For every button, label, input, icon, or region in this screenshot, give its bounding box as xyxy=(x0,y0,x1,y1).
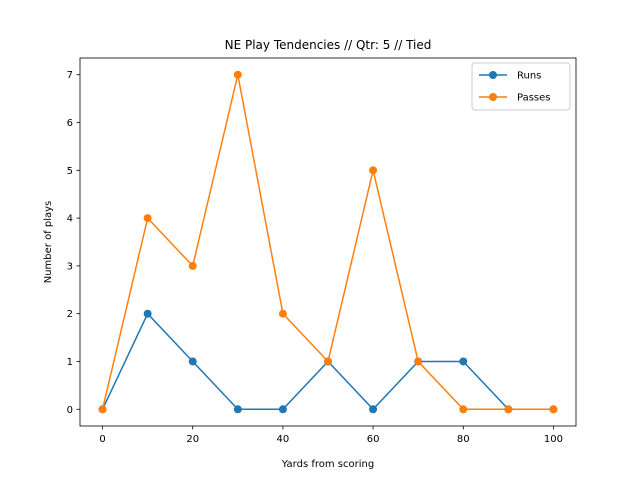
legend: Runs Passes xyxy=(471,62,571,111)
y-axis: 0 1 2 3 4 5 6 7 xyxy=(67,70,80,416)
data-point-passes xyxy=(188,261,197,270)
chart-title: NE Play Tendencies // Qtr: 5 // Tied xyxy=(225,38,432,52)
data-point-passes xyxy=(504,405,513,414)
data-point-runs xyxy=(369,405,378,414)
x-tick-label: 40 xyxy=(277,434,290,445)
data-point-passes xyxy=(459,405,468,414)
legend-label-runs: Runs xyxy=(517,71,541,82)
y-tick-label: 1 xyxy=(67,357,73,368)
data-point-runs xyxy=(459,357,468,366)
legend-marker-runs xyxy=(489,71,497,79)
x-tick-label: 60 xyxy=(367,434,380,445)
y-tick-label: 3 xyxy=(67,261,73,272)
legend-item-passes: Passes xyxy=(479,93,551,104)
y-axis-label: Number of plays xyxy=(43,201,54,284)
data-point-runs xyxy=(143,309,152,318)
y-tick-label: 2 xyxy=(67,309,73,320)
data-point-passes xyxy=(414,357,423,366)
y-tick-label: 0 xyxy=(67,405,73,416)
y-tick-label: 4 xyxy=(67,214,73,225)
plot-frame xyxy=(79,57,577,427)
data-point-passes xyxy=(233,70,242,79)
data-point-passes xyxy=(549,405,558,414)
x-tick-label: 100 xyxy=(544,434,563,445)
x-axis: 0 20 40 60 80 100 xyxy=(99,426,563,445)
data-point-runs xyxy=(188,357,197,366)
y-tick-label: 7 xyxy=(67,70,73,81)
x-tick-label: 0 xyxy=(99,434,105,445)
data-point-passes xyxy=(324,357,332,366)
x-tick-label: 20 xyxy=(186,434,199,445)
data-point-passes xyxy=(98,405,107,414)
x-tick-label: 80 xyxy=(457,434,470,445)
y-tick-label: 6 xyxy=(67,118,73,129)
data-point-passes xyxy=(143,214,152,223)
y-tick-label: 5 xyxy=(67,166,73,177)
data-point-runs xyxy=(278,405,287,414)
data-point-passes xyxy=(369,166,378,175)
legend-marker-passes xyxy=(489,93,497,101)
x-axis-label: Yards from scoring xyxy=(281,459,374,470)
legend-label-passes: Passes xyxy=(517,93,551,104)
data-point-passes xyxy=(278,309,287,318)
series-passes xyxy=(98,70,558,414)
data-point-runs xyxy=(233,405,242,414)
legend-item-runs: Runs xyxy=(479,71,541,82)
